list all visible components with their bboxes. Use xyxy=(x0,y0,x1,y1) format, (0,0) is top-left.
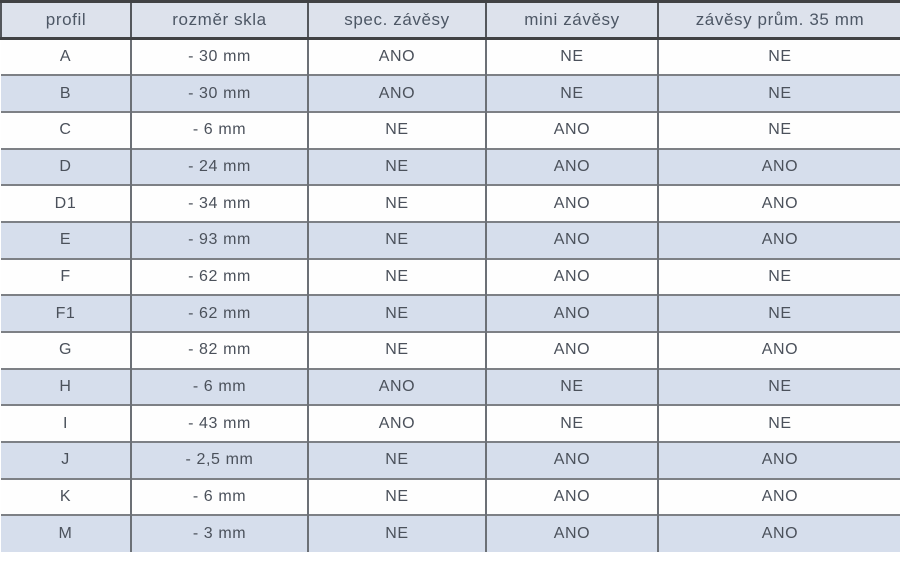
cell-rozmer-skla: - 62 mm xyxy=(130,294,308,332)
cell-mini-zavesy: ANO xyxy=(485,294,658,332)
table-row-k: K - 6 mm NE ANO ANO xyxy=(1,477,900,516)
cell-spec-zavesy: NE xyxy=(307,110,486,149)
cell-mini-zavesy: ANO xyxy=(485,147,658,186)
cell-rozmer-skla: - 6 mm xyxy=(130,477,308,516)
cell-spec-zavesy: ANO xyxy=(307,38,486,76)
cell-profil: H xyxy=(1,367,131,406)
cell-profil: J xyxy=(1,441,131,479)
table-row-m: M - 3 mm NE ANO ANO xyxy=(1,514,900,553)
table-row-i: I - 43 mm ANO NE NE xyxy=(1,404,900,443)
cell-spec-zavesy: NE xyxy=(307,257,486,296)
table-header: profil rozměr skla spec. závěsy mini záv… xyxy=(0,1,900,40)
cell-rozmer-skla: - 82 mm xyxy=(130,331,308,369)
cell-spec-zavesy: NE xyxy=(307,441,486,479)
cell-rozmer-skla: - 24 mm xyxy=(130,147,308,186)
cell-rozmer-skla: - 93 mm xyxy=(130,220,308,259)
cell-profil: A xyxy=(1,38,131,76)
cell-profil: G xyxy=(1,331,131,369)
cell-rozmer-skla: - 2,5 mm xyxy=(130,441,308,479)
cell-rozmer-skla: - 3 mm xyxy=(130,514,308,553)
col-header-spec-zavesy: spec. závěsy xyxy=(307,1,486,40)
cell-mini-zavesy: NE xyxy=(485,404,658,443)
cell-rozmer-skla: - 34 mm xyxy=(130,184,308,222)
cell-profil: F xyxy=(1,257,131,296)
cell-profil: K xyxy=(1,477,131,516)
cell-rozmer-skla: - 30 mm xyxy=(130,74,308,112)
cell-spec-zavesy: ANO xyxy=(307,367,486,406)
table-row-f1: F1 - 62 mm NE ANO NE xyxy=(1,294,900,332)
cell-profil: F1 xyxy=(1,294,131,332)
table-row-c: C - 6 mm NE ANO NE xyxy=(1,110,900,149)
cell-profil: E xyxy=(1,220,131,259)
table-body: A - 30 mm ANO NE NE B - 30 mm ANO NE NE … xyxy=(1,38,900,553)
cell-spec-zavesy: ANO xyxy=(307,74,486,112)
cell-mini-zavesy: ANO xyxy=(485,514,658,553)
cell-zavesy-prum-35mm: ANO xyxy=(657,147,900,186)
table-row-b: B - 30 mm ANO NE NE xyxy=(1,74,900,112)
cell-zavesy-prum-35mm: NE xyxy=(657,257,900,296)
cell-zavesy-prum-35mm: ANO xyxy=(657,477,900,516)
cell-mini-zavesy: ANO xyxy=(485,184,658,222)
cell-zavesy-prum-35mm: NE xyxy=(657,110,900,149)
table-row-d: D - 24 mm NE ANO ANO xyxy=(1,147,900,186)
col-header-zavesy-prum-35mm: závěsy prům. 35 mm xyxy=(657,1,900,40)
col-header-rozmer-skla: rozměr skla xyxy=(130,1,308,40)
col-header-profil: profil xyxy=(0,1,131,40)
cell-zavesy-prum-35mm: ANO xyxy=(657,331,900,369)
table-row-j: J - 2,5 mm NE ANO ANO xyxy=(1,441,900,479)
cell-profil: M xyxy=(1,514,131,553)
cell-zavesy-prum-35mm: ANO xyxy=(657,514,900,553)
cell-profil: D xyxy=(1,147,131,186)
cell-mini-zavesy: ANO xyxy=(485,331,658,369)
cell-mini-zavesy: ANO xyxy=(485,441,658,479)
table-row-d1: D1 - 34 mm NE ANO ANO xyxy=(1,184,900,222)
cell-rozmer-skla: - 6 mm xyxy=(130,110,308,149)
cell-rozmer-skla: - 30 mm xyxy=(130,38,308,76)
cell-mini-zavesy: NE xyxy=(485,38,658,76)
cell-spec-zavesy: NE xyxy=(307,147,486,186)
table-row-h: H - 6 mm ANO NE NE xyxy=(1,367,900,406)
cell-mini-zavesy: ANO xyxy=(485,257,658,296)
cell-mini-zavesy: ANO xyxy=(485,220,658,259)
cell-profil: D1 xyxy=(1,184,131,222)
cell-spec-zavesy: NE xyxy=(307,514,486,553)
cell-zavesy-prum-35mm: NE xyxy=(657,74,900,112)
cell-spec-zavesy: NE xyxy=(307,220,486,259)
cell-zavesy-prum-35mm: NE xyxy=(657,294,900,332)
cell-zavesy-prum-35mm: NE xyxy=(657,404,900,443)
cell-mini-zavesy: ANO xyxy=(485,110,658,149)
cell-zavesy-prum-35mm: ANO xyxy=(657,441,900,479)
cell-zavesy-prum-35mm: ANO xyxy=(657,184,900,222)
cell-profil: C xyxy=(1,110,131,149)
profile-hinge-compatibility-table: profil rozměr skla spec. závěsy mini záv… xyxy=(0,0,900,553)
cell-profil: B xyxy=(1,74,131,112)
cell-spec-zavesy: ANO xyxy=(307,404,486,443)
cell-mini-zavesy: NE xyxy=(485,367,658,406)
table-row-a: A - 30 mm ANO NE NE xyxy=(1,38,900,76)
cell-spec-zavesy: NE xyxy=(307,294,486,332)
cell-zavesy-prum-35mm: NE xyxy=(657,367,900,406)
cell-spec-zavesy: NE xyxy=(307,477,486,516)
cell-rozmer-skla: - 43 mm xyxy=(130,404,308,443)
header-row: profil rozměr skla spec. závěsy mini záv… xyxy=(0,1,900,40)
table-row-e: E - 93 mm NE ANO ANO xyxy=(1,220,900,259)
cell-rozmer-skla: - 62 mm xyxy=(130,257,308,296)
table-row-g: G - 82 mm NE ANO ANO xyxy=(1,331,900,369)
cell-mini-zavesy: NE xyxy=(485,74,658,112)
cell-zavesy-prum-35mm: ANO xyxy=(657,220,900,259)
cell-mini-zavesy: ANO xyxy=(485,477,658,516)
cell-zavesy-prum-35mm: NE xyxy=(657,38,900,76)
cell-spec-zavesy: NE xyxy=(307,184,486,222)
col-header-mini-zavesy: mini závěsy xyxy=(485,1,658,40)
cell-spec-zavesy: NE xyxy=(307,331,486,369)
cell-rozmer-skla: - 6 mm xyxy=(130,367,308,406)
cell-profil: I xyxy=(1,404,131,443)
table-row-f: F - 62 mm NE ANO NE xyxy=(1,257,900,296)
